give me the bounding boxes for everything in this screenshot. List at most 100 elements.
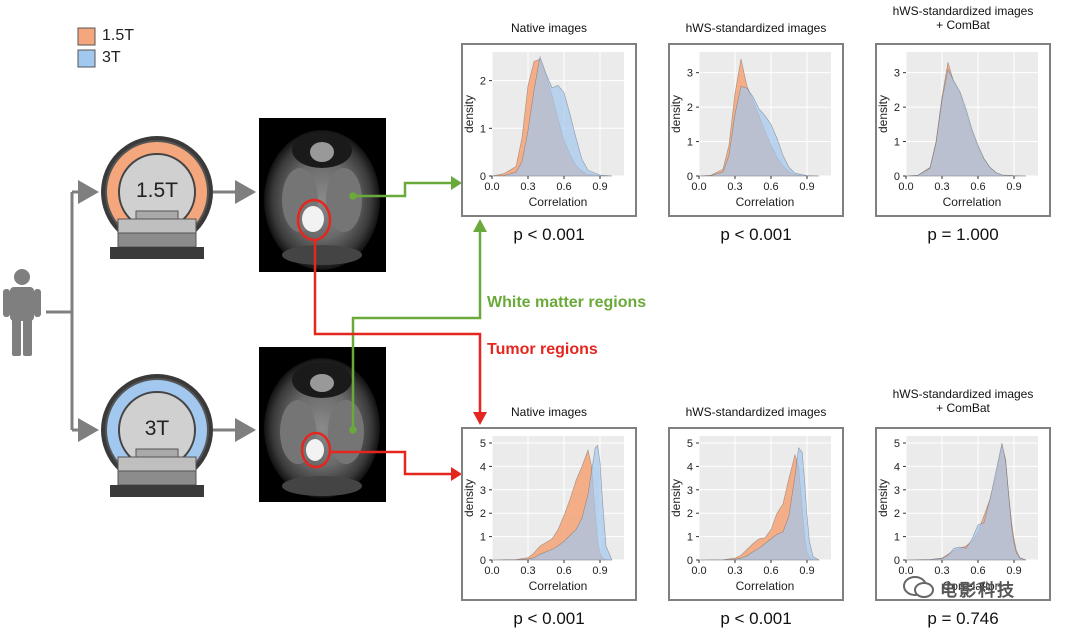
y-tick-label: 3: [687, 485, 693, 497]
x-tick-label: 0.6: [763, 181, 778, 193]
y-tick-label: 1: [894, 532, 900, 544]
y-axis-label: density: [669, 479, 683, 517]
x-axis-label: Correlation: [529, 579, 588, 593]
chart-title-tumor-hws: hWS-standardized images: [685, 405, 827, 419]
watermark-text: 电影科技: [940, 581, 1016, 600]
y-tick-label: 0: [894, 555, 900, 567]
chart-title-tumor-combat: hWS-standardized images + ComBat: [892, 387, 1034, 415]
x-tick-label: 0.6: [556, 181, 571, 193]
y-tick-label: 2: [687, 102, 693, 114]
density-series-3T: [698, 86, 820, 177]
y-tick-label: 2: [894, 102, 900, 114]
chart-title-tumor-native: Native images: [510, 405, 588, 419]
x-tick-label: 0.9: [799, 565, 814, 577]
chart-title-wm-native: Native images: [510, 21, 588, 35]
x-axis-label: Correlation: [943, 579, 1002, 593]
y-tick-label: 2: [687, 508, 693, 520]
person-icon: [3, 269, 41, 356]
y-tick-label: 3: [480, 485, 486, 497]
y-tick-label: 2: [894, 508, 900, 520]
branch-arrows: [46, 180, 256, 442]
density-charts: 0.0 0.3 0.6 0.9 0 1 2 Correlation density 0.0 0.3 0…: [461, 43, 1051, 601]
density-series-3T: [698, 446, 821, 561]
legend-swatch-3t: [77, 49, 96, 68]
legend-swatch-1-5t: [77, 27, 96, 46]
x-tick-label: 0.3: [934, 181, 949, 193]
p-value-tumor-combat: p = 0.746: [927, 609, 999, 628]
y-tick-label: 4: [894, 461, 900, 473]
white-matter-regions-label: White matter regions: [487, 294, 647, 311]
mri-image-1-5t: [259, 118, 386, 272]
x-tick-label: 0.6: [556, 565, 571, 577]
y-axis-label: density: [462, 479, 476, 517]
y-tick-label: 0: [480, 171, 486, 183]
y-axis-label: density: [876, 479, 890, 517]
x-tick-label: 0.3: [520, 181, 535, 193]
x-tick-label: 0.3: [520, 565, 535, 577]
x-tick-label: 0.6: [763, 565, 778, 577]
wechat-icon: [903, 576, 934, 598]
y-tick-label: 3: [894, 68, 900, 80]
density-series-3T: [491, 55, 613, 177]
x-tick-label: 0.6: [970, 181, 985, 193]
density-series-3T: [905, 68, 1027, 177]
x-tick-label: 0.6: [970, 565, 985, 577]
x-tick-label: 0.9: [592, 565, 607, 577]
y-tick-label: 4: [480, 461, 486, 473]
x-tick-label: 0.0: [484, 565, 499, 577]
x-tick-label: 0.0: [691, 565, 706, 577]
white-matter-connectors: [349, 176, 487, 434]
x-tick-label: 0.9: [592, 181, 607, 193]
y-tick-label: 2: [480, 76, 486, 88]
x-tick-label: 0.0: [691, 181, 706, 193]
y-tick-label: 1: [480, 532, 486, 544]
tumor-roi-3t: [300, 431, 332, 469]
density-series-3T: [905, 442, 1027, 561]
x-axis-label: Correlation: [529, 195, 588, 209]
y-tick-label: 1: [480, 123, 486, 135]
p-value-wm-combat: p = 1.000: [927, 225, 999, 244]
x-tick-label: 0.3: [727, 181, 742, 193]
tumor-connectors: [313, 240, 487, 481]
scanner-3t-label: 3T: [144, 417, 170, 440]
y-tick-label: 0: [480, 555, 486, 567]
x-axis-label: Correlation: [943, 195, 1002, 209]
x-tick-label: 0.3: [727, 565, 742, 577]
chart-title-wm-combat: hWS-standardized images + ComBat: [892, 4, 1034, 32]
p-value-tumor-native: p < 0.001: [513, 609, 585, 628]
y-tick-label: 4: [687, 461, 693, 473]
x-tick-label: 0.0: [898, 565, 913, 577]
tumor-regions-label: Tumor regions: [487, 341, 598, 358]
y-axis-label: density: [669, 95, 683, 133]
x-tick-label: 0.9: [1006, 181, 1021, 193]
y-tick-label: 5: [687, 438, 693, 450]
legend-label-1-5t: 1.5T: [102, 27, 135, 44]
y-tick-label: 1: [687, 137, 693, 149]
x-tick-label: 0.0: [484, 181, 499, 193]
legend-label-3t: 3T: [102, 49, 121, 66]
y-tick-label: 5: [480, 438, 486, 450]
y-tick-label: 1: [894, 137, 900, 149]
p-value-wm-hws: p < 0.001: [720, 225, 792, 244]
x-axis-label: Correlation: [736, 195, 795, 209]
x-tick-label: 0.3: [934, 565, 949, 577]
y-tick-label: 0: [687, 171, 693, 183]
y-tick-label: 1: [687, 532, 693, 544]
x-tick-label: 0.9: [1006, 565, 1021, 577]
y-tick-label: 3: [687, 68, 693, 80]
density-series-3T: [491, 444, 613, 561]
y-axis-label: density: [876, 95, 890, 133]
scanner-1-5t-icon: [101, 136, 213, 259]
p-value-tumor-hws: p < 0.001: [720, 609, 792, 628]
mri-image-3t: [259, 347, 386, 502]
x-tick-label: 0.0: [898, 181, 913, 193]
p-value-wm-native: p < 0.001: [513, 225, 585, 244]
x-axis-label: Correlation: [736, 579, 795, 593]
y-tick-label: 0: [687, 555, 693, 567]
y-tick-label: 0: [894, 171, 900, 183]
y-tick-label: 2: [480, 508, 486, 520]
y-axis-label: density: [462, 95, 476, 133]
x-tick-label: 0.9: [799, 181, 814, 193]
